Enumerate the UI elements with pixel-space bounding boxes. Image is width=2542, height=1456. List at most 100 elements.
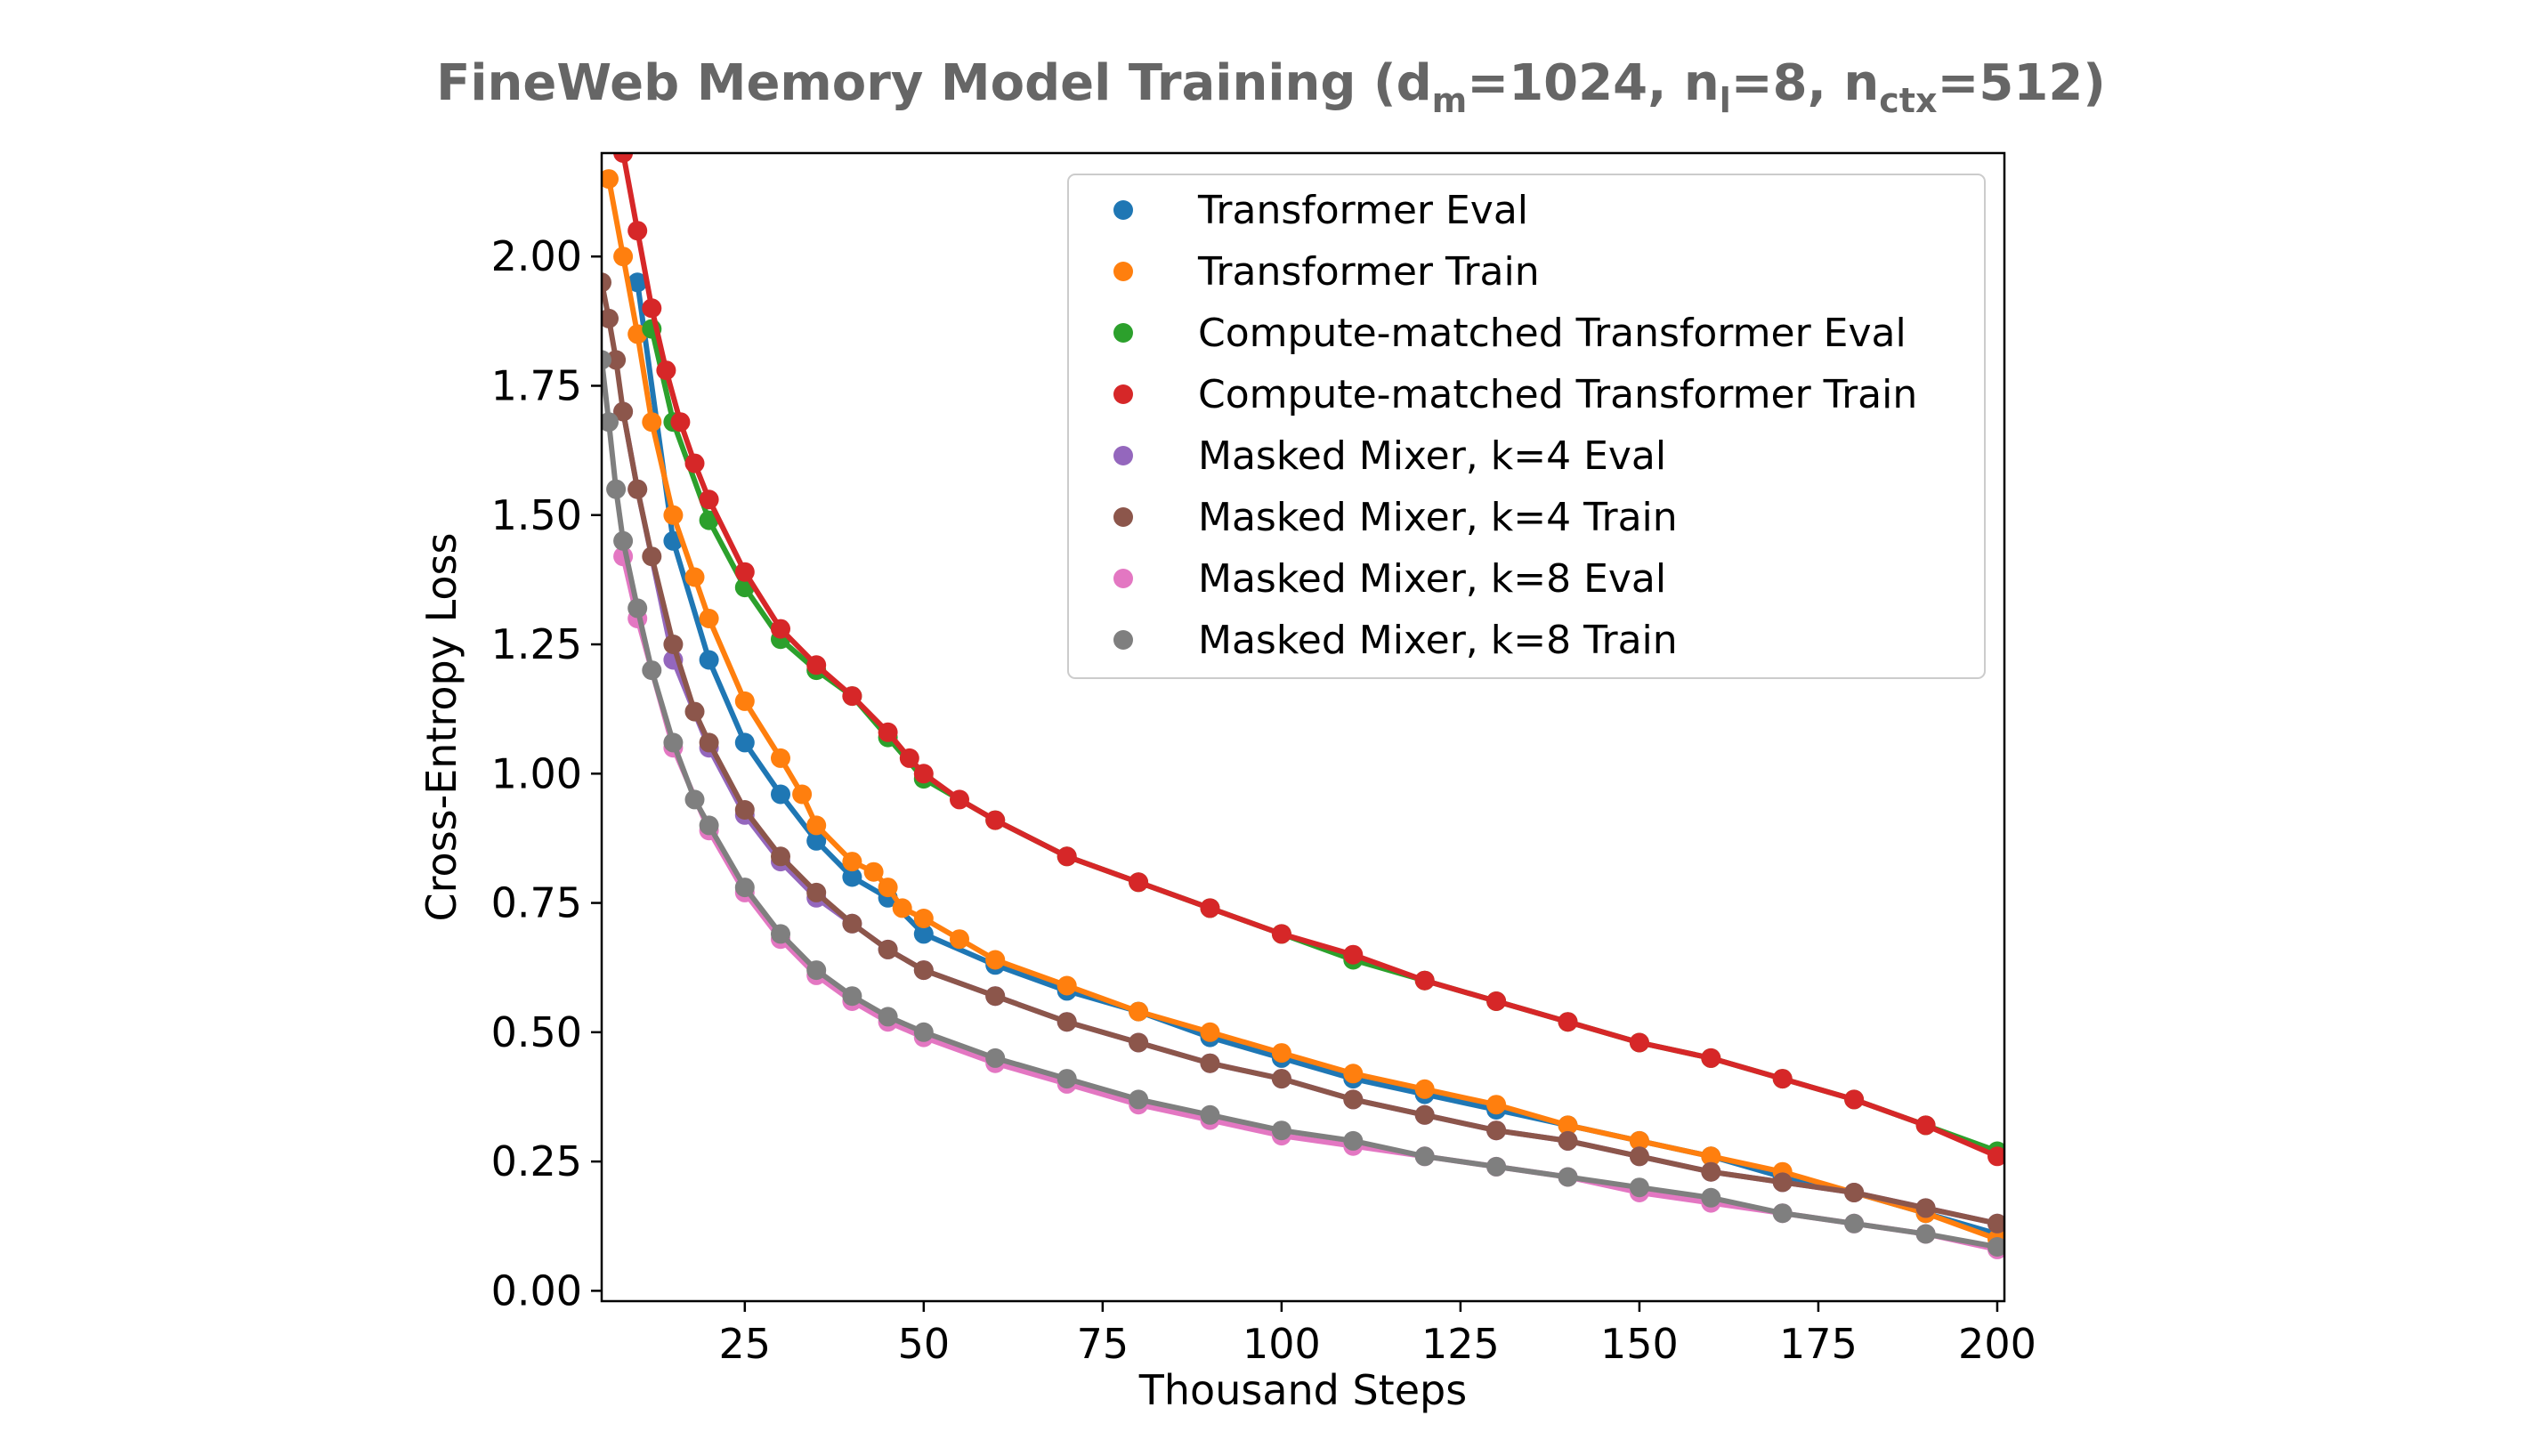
data-point	[899, 748, 919, 768]
data-point	[878, 939, 898, 959]
data-point	[1915, 1115, 1936, 1136]
legend-marker	[1113, 569, 1133, 588]
data-point	[771, 924, 790, 944]
chart-title: FineWeb Memory Model Training (dm=1024, …	[436, 54, 2106, 120]
data-point	[663, 505, 684, 525]
data-point	[1343, 1064, 1364, 1084]
data-point	[1129, 1001, 1149, 1022]
data-point	[1129, 872, 1149, 893]
data-point	[734, 878, 755, 898]
data-point	[1056, 846, 1077, 867]
data-point	[642, 412, 662, 433]
data-point	[842, 986, 862, 1007]
data-point	[642, 660, 662, 681]
data-point	[806, 960, 827, 981]
x-tick-label: 75	[1077, 1320, 1129, 1368]
y-tick-label: 1.00	[491, 749, 582, 797]
y-axis: 0.00 0.25 0.50 0.75 1.00 1.25 1.50 1.75 2.00	[491, 232, 602, 1314]
y-tick-label: 1.75	[491, 361, 582, 409]
y-tick-label: 0.00	[491, 1266, 582, 1314]
legend-marker	[1113, 446, 1133, 465]
legend-marker	[1113, 262, 1133, 281]
data-point	[1414, 1079, 1435, 1099]
data-point	[1414, 970, 1435, 991]
data-point	[913, 909, 934, 928]
data-point	[1701, 1161, 1721, 1182]
data-point	[878, 1007, 898, 1027]
data-point	[913, 924, 934, 944]
data-point	[613, 153, 634, 163]
legend-label: Masked Mixer, k=8 Eval	[1198, 556, 1666, 602]
y-tick-label: 1.25	[491, 620, 582, 668]
series-5	[602, 272, 2004, 1234]
data-point	[613, 401, 634, 422]
data-point	[1414, 1146, 1435, 1167]
data-point	[1271, 1120, 1291, 1141]
x-axis: 25 50 75 100 125 150 175 200	[719, 1301, 2036, 1368]
data-point	[1844, 1183, 1865, 1202]
data-point	[699, 815, 719, 836]
data-point	[878, 722, 898, 742]
data-point	[985, 950, 1006, 970]
data-point	[734, 562, 755, 582]
x-tick-label: 50	[898, 1320, 951, 1368]
data-point	[1629, 1032, 1649, 1053]
data-point	[1987, 1213, 2004, 1234]
data-point	[863, 861, 884, 882]
data-point	[1486, 991, 1507, 1011]
data-point	[734, 800, 755, 820]
data-point	[1558, 1115, 1578, 1136]
data-point	[1558, 1012, 1578, 1032]
y-tick-label: 1.50	[491, 491, 582, 539]
data-point	[606, 350, 627, 370]
legend-label: Transformer Train	[1197, 249, 1540, 295]
data-point	[1271, 924, 1291, 944]
data-point	[806, 815, 827, 836]
data-point	[684, 789, 705, 810]
data-point	[842, 867, 862, 887]
x-tick-label: 200	[1958, 1320, 2036, 1368]
data-point	[699, 609, 719, 628]
x-tick-label: 25	[719, 1320, 772, 1368]
x-axis-label: Thousand Steps	[1138, 1366, 1467, 1414]
data-point	[642, 298, 662, 319]
data-point	[1271, 1043, 1291, 1064]
series-layer	[602, 153, 2004, 1259]
data-point	[878, 878, 898, 898]
data-point	[1701, 1187, 1721, 1208]
legend-label: Masked Mixer, k=8 Train	[1198, 618, 1678, 663]
data-point	[1772, 1203, 1793, 1224]
data-point	[627, 221, 648, 241]
data-point	[950, 789, 969, 810]
y-tick-label: 0.50	[491, 1008, 582, 1056]
legend-marker	[1113, 384, 1133, 404]
data-point	[670, 412, 691, 433]
data-point	[1343, 1089, 1364, 1110]
data-point	[1129, 1032, 1149, 1053]
data-point	[1987, 1146, 2004, 1167]
data-point	[602, 350, 611, 370]
y-tick-label: 2.00	[491, 232, 582, 280]
y-tick-label: 0.25	[491, 1137, 582, 1185]
data-point	[602, 412, 619, 433]
data-point	[892, 898, 912, 918]
data-point	[606, 479, 627, 499]
x-tick-label: 125	[1421, 1320, 1500, 1368]
series-7	[602, 350, 2004, 1257]
data-point	[1772, 1172, 1793, 1193]
data-point	[1056, 1069, 1077, 1089]
data-point	[771, 846, 790, 867]
data-point	[913, 764, 934, 784]
data-point	[1056, 1012, 1077, 1032]
data-point	[1629, 1177, 1649, 1198]
x-tick-label: 100	[1243, 1320, 1321, 1368]
y-axis-label: Cross-Entropy Loss	[417, 533, 465, 922]
data-point	[1271, 1069, 1291, 1089]
legend-marker	[1113, 323, 1133, 343]
series-3	[613, 153, 2004, 1167]
data-point	[613, 530, 634, 551]
legend: Transformer Eval Transformer Train Compute…	[1067, 174, 1986, 679]
legend-label: Compute-matched Transformer Train	[1198, 372, 1917, 417]
data-point	[1343, 1130, 1364, 1151]
